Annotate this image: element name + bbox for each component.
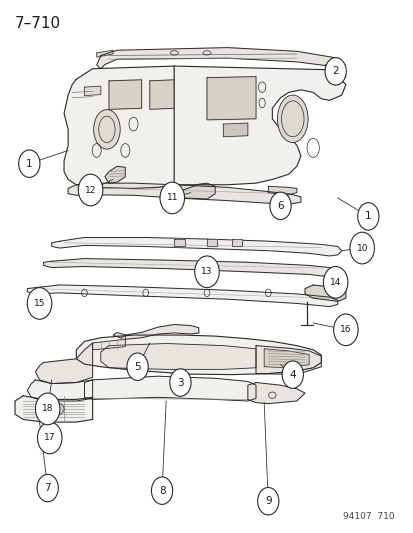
Ellipse shape	[93, 110, 120, 149]
Circle shape	[36, 393, 60, 425]
Text: 15: 15	[34, 299, 45, 308]
Polygon shape	[304, 285, 345, 301]
Polygon shape	[27, 285, 337, 306]
Polygon shape	[93, 340, 125, 350]
Text: 17: 17	[44, 433, 55, 442]
Circle shape	[151, 477, 172, 504]
Circle shape	[357, 203, 378, 230]
Polygon shape	[223, 123, 247, 137]
Text: 1: 1	[364, 212, 371, 221]
Circle shape	[78, 174, 102, 206]
Circle shape	[27, 288, 52, 319]
Polygon shape	[174, 239, 184, 246]
Polygon shape	[109, 80, 141, 109]
Polygon shape	[64, 66, 174, 189]
Polygon shape	[150, 80, 174, 109]
Polygon shape	[84, 86, 100, 95]
Circle shape	[127, 353, 148, 381]
Polygon shape	[231, 239, 241, 246]
Polygon shape	[100, 343, 255, 369]
Text: 14: 14	[329, 278, 341, 287]
Circle shape	[37, 474, 58, 502]
Polygon shape	[36, 343, 93, 384]
Circle shape	[169, 369, 191, 396]
Circle shape	[333, 314, 357, 345]
Text: 4: 4	[289, 369, 295, 379]
Polygon shape	[329, 69, 345, 82]
Polygon shape	[97, 50, 113, 57]
Circle shape	[257, 488, 278, 515]
Circle shape	[19, 150, 40, 177]
Polygon shape	[125, 325, 198, 340]
Circle shape	[324, 58, 345, 85]
Circle shape	[349, 232, 373, 264]
Text: 12: 12	[85, 185, 96, 195]
Polygon shape	[268, 187, 296, 195]
Polygon shape	[178, 183, 215, 199]
Polygon shape	[206, 239, 217, 246]
Circle shape	[194, 256, 219, 288]
Polygon shape	[15, 395, 93, 422]
Polygon shape	[52, 238, 341, 256]
Text: 3: 3	[177, 377, 183, 387]
Polygon shape	[27, 380, 93, 401]
Polygon shape	[68, 183, 300, 204]
Polygon shape	[43, 259, 337, 276]
Polygon shape	[113, 333, 125, 338]
Polygon shape	[174, 66, 345, 185]
Circle shape	[160, 182, 184, 214]
Polygon shape	[206, 77, 255, 120]
Text: 9: 9	[264, 496, 271, 506]
Text: 6: 6	[277, 201, 283, 211]
Text: 7: 7	[44, 483, 51, 493]
Text: 10: 10	[356, 244, 367, 253]
Text: 2: 2	[332, 66, 338, 76]
Ellipse shape	[277, 95, 307, 142]
Text: 94107  710: 94107 710	[342, 512, 394, 521]
Text: 11: 11	[166, 193, 178, 203]
Polygon shape	[84, 376, 255, 401]
Circle shape	[323, 266, 347, 298]
Polygon shape	[247, 383, 304, 403]
Text: 18: 18	[42, 405, 53, 414]
Text: 16: 16	[339, 325, 351, 334]
Text: 13: 13	[201, 267, 212, 276]
Text: 5: 5	[134, 362, 140, 372]
Text: 7–710: 7–710	[15, 16, 61, 31]
Polygon shape	[255, 345, 320, 374]
Polygon shape	[76, 335, 320, 375]
Ellipse shape	[47, 402, 64, 416]
Text: 1: 1	[26, 159, 33, 168]
Polygon shape	[97, 47, 341, 70]
Polygon shape	[263, 349, 309, 368]
Polygon shape	[104, 166, 125, 183]
Circle shape	[269, 192, 290, 220]
Text: 8: 8	[158, 486, 165, 496]
Circle shape	[282, 361, 303, 389]
Circle shape	[38, 422, 62, 454]
